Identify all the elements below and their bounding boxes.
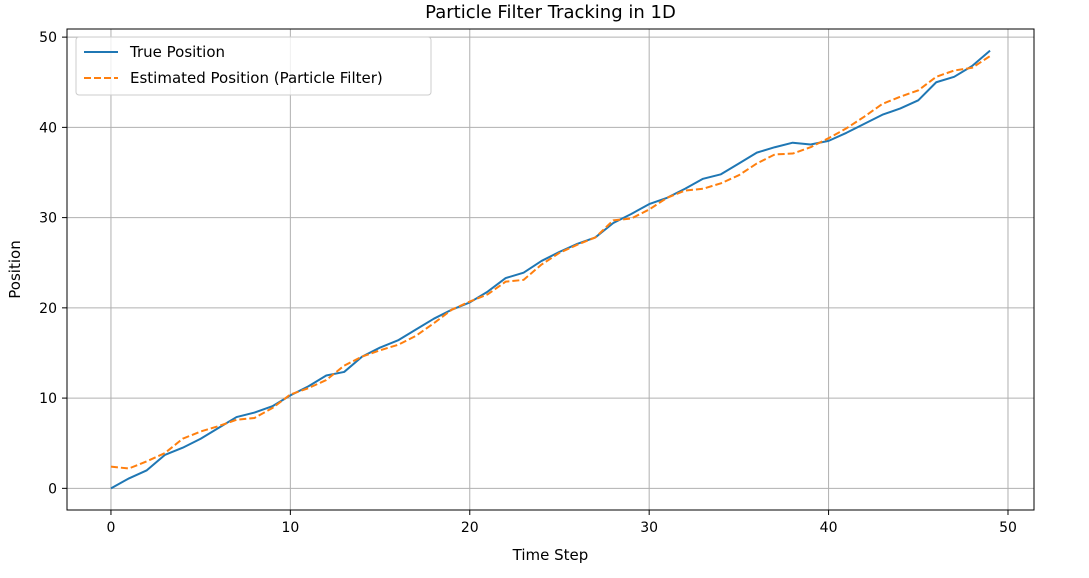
y-tick-label: 50 [39,30,57,46]
plot-frame [66,28,1035,511]
legend-label-estimated: Estimated Position (Particle Filter) [130,69,383,87]
series-lines [110,49,991,490]
y-tick-label: 0 [48,481,57,497]
legend-label-true: True Position [129,43,225,61]
y-tick-label: 30 [39,211,57,227]
x-tick-label: 10 [281,520,299,536]
estimated-position-line [110,55,991,470]
y-axis-label: Position [6,240,24,298]
legend-box [75,36,432,96]
x-tick-label: 50 [999,520,1017,536]
true-position-line [110,49,991,490]
axis-ticks: 0 10 20 30 40 50 0 10 20 30 40 50 [39,30,1017,536]
x-tick-label: 30 [640,520,658,536]
y-tick-label: 20 [39,301,57,317]
legend: True Position Estimated Position (Particl… [75,36,432,96]
x-axis-label: Time Step [512,546,589,564]
x-tick-label: 40 [820,520,838,536]
y-tick-label: 10 [39,391,57,407]
chart-title: Particle Filter Tracking in 1D [425,2,676,23]
x-tick-label: 20 [461,520,479,536]
x-tick-label: 0 [106,520,115,536]
y-tick-label: 40 [39,120,57,136]
